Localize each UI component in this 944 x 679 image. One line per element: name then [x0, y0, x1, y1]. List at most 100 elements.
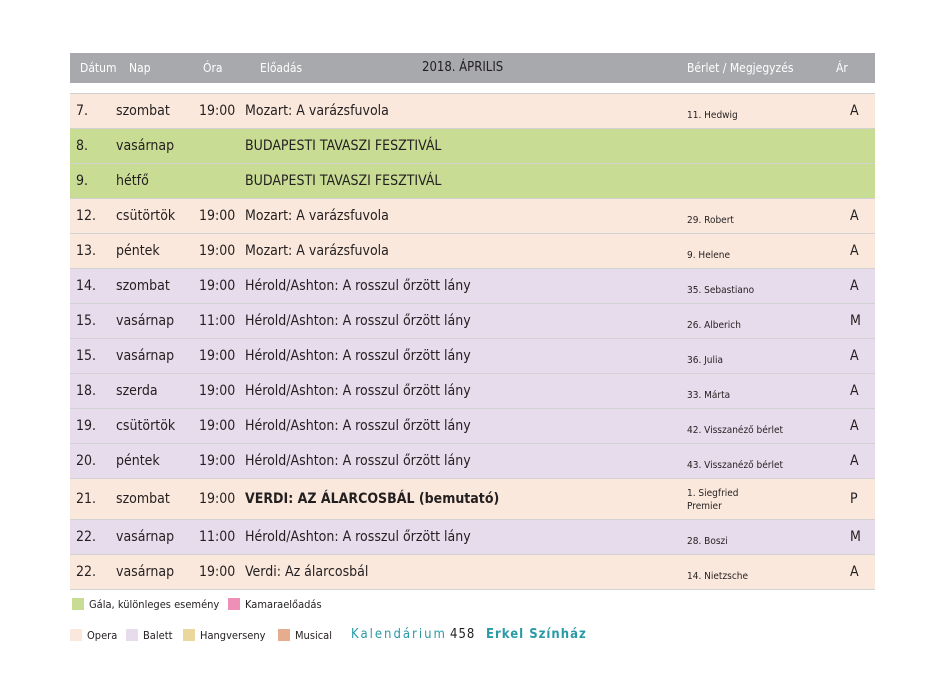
header-price: Ár — [836, 61, 848, 75]
cell-show: Hérold/Ashton: A rosszul őrzött lány — [245, 278, 471, 294]
cell-date: 12. — [76, 208, 97, 224]
cell-show: Hérold/Ashton: A rosszul őrzött lány — [245, 453, 471, 469]
cell-price: A — [850, 383, 859, 399]
cell-price: M — [850, 529, 861, 545]
cell-time: 19:00 — [199, 491, 236, 507]
cell-time: 11:00 — [199, 529, 236, 545]
cell-time: 19:00 — [199, 278, 236, 294]
cell-time: 19:00 — [199, 418, 236, 434]
cell-note: 29. Robert — [687, 214, 734, 227]
table-row: 14. szombat 19:00 Hérold/Ashton: A rosszul … — [70, 269, 875, 304]
table-row: 15. vasárnap 19:00 Hérold/Ashton: A rosszul… — [70, 339, 875, 374]
table-row: 20. péntek 19:00 Hérold/Ashton: A rosszul ő… — [70, 444, 875, 479]
cell-note-line: 9. Helene — [687, 250, 731, 261]
cell-show: Hérold/Ashton: A rosszul őrzött lány — [245, 348, 471, 364]
cell-note-line: 1. Siegfried — [687, 488, 739, 499]
header-month: 2018. ÁPRILIS — [422, 60, 504, 75]
cell-note: 26. Alberich — [687, 319, 741, 332]
table-row: 8. vasárnap BUDAPESTI TAVASZI FESZTIVÁL — [70, 129, 875, 164]
cell-note-line: 35. Sebastiano — [687, 285, 755, 296]
cell-day: szombat — [116, 103, 170, 119]
cell-price: P — [850, 491, 858, 507]
legend-balett-label: Balett — [143, 629, 173, 642]
legend-musical-label: Musical — [295, 629, 332, 642]
legend-balett-swatch — [126, 629, 138, 641]
cell-date: 21. — [76, 491, 97, 507]
cell-day: vasárnap — [116, 138, 175, 154]
cell-day: csütörtök — [116, 208, 176, 224]
cell-date: 14. — [76, 278, 97, 294]
cell-note: 28. Boszi — [687, 535, 728, 548]
cell-note: 36. Julia — [687, 354, 723, 367]
table-row: 22. vasárnap 11:00 Hérold/Ashton: A rosszul… — [70, 520, 875, 555]
cell-note: 9. Helene — [687, 249, 730, 262]
header-pass: Bérlet / Megjegyzés — [687, 61, 794, 75]
header-spacer — [70, 83, 875, 94]
legend-opera-label: Opera — [87, 629, 118, 642]
cell-show: BUDAPESTI TAVASZI FESZTIVÁL — [245, 138, 442, 154]
cell-note-line: 36. Julia — [687, 355, 724, 366]
cell-show: BUDAPESTI TAVASZI FESZTIVÁL — [245, 173, 442, 189]
table-row: 22. vasárnap 19:00 Verdi: Az álarcosbál A 14.… — [70, 555, 875, 590]
cell-date: 22. — [76, 564, 97, 580]
cell-time: 19:00 — [199, 103, 236, 119]
cell-date: 18. — [76, 383, 97, 399]
table-row: 7. szombat 19:00 Mozart: A varázsfuvola A 11.… — [70, 94, 875, 129]
cell-day: hétfő — [116, 173, 149, 189]
cell-date: 15. — [76, 313, 97, 329]
cell-note-line: 11. Hedwig — [687, 110, 738, 121]
table-row: 12. csütörtök 19:00 Mozart: A varázsfuvola A… — [70, 199, 875, 234]
cell-show: Hérold/Ashton: A rosszul őrzött lány — [245, 383, 471, 399]
page-number: 458 — [450, 627, 476, 642]
table-row: 21. szombat 19:00 VERDI: AZ ÁLARCOSBÁL (bem… — [70, 479, 875, 520]
cell-price: A — [850, 453, 859, 469]
cell-date: 19. — [76, 418, 97, 434]
cell-price: A — [850, 418, 859, 434]
cell-note: 14. Nietzsche — [687, 570, 748, 583]
footer-section-title: Kalendárium — [351, 627, 447, 642]
table-body: 7. szombat 19:00 Mozart: A varázsfuvola A 11.… — [70, 94, 875, 590]
cell-note-line: 42. Visszanéző bérlet — [687, 425, 784, 436]
cell-note-line: 28. Boszi — [687, 536, 728, 547]
legend-kamara-swatch — [228, 598, 240, 610]
header-show: Előadás — [260, 61, 303, 75]
cell-price: A — [850, 208, 859, 224]
header-day: Nap — [129, 61, 151, 75]
cell-show: Hérold/Ashton: A rosszul őrzött lány — [245, 529, 471, 545]
cell-day: vasárnap — [116, 564, 175, 580]
cell-note-line: Premier — [687, 501, 722, 512]
table-row: 9. hétfő BUDAPESTI TAVASZI FESZTIVÁL — [70, 164, 875, 199]
schedule-table: Dátum Nap Óra Előadás 2018. ÁPRILIS Bérl… — [70, 53, 875, 590]
legend-hangverseny-label: Hangverseny — [200, 629, 266, 642]
cell-time: 11:00 — [199, 313, 236, 329]
cell-time: 19:00 — [199, 383, 236, 399]
cell-day: vasárnap — [116, 529, 175, 545]
cell-date: 7. — [76, 103, 89, 119]
cell-show: Mozart: A varázsfuvola — [245, 103, 389, 119]
cell-note: 1. Siegfried Premier — [687, 487, 739, 513]
cell-day: péntek — [116, 453, 160, 469]
cell-show: Hérold/Ashton: A rosszul őrzött lány — [245, 313, 471, 329]
cell-note-line: 33. Márta — [687, 390, 731, 401]
cell-show: Mozart: A varázsfuvola — [245, 208, 389, 224]
cell-day: szombat — [116, 278, 170, 294]
cell-note-line: 14. Nietzsche — [687, 571, 749, 582]
legend-kamara-label: Kamaraelőadás — [245, 598, 322, 611]
legend-opera-swatch — [70, 629, 82, 641]
cell-date: 15. — [76, 348, 97, 364]
cell-note: 42. Visszanéző bérlet — [687, 424, 783, 437]
legend-gala-label: Gála, különleges esemény — [89, 598, 220, 611]
cell-price: A — [850, 348, 859, 364]
cell-note: 11. Hedwig — [687, 109, 738, 122]
cell-price: A — [850, 278, 859, 294]
cell-day: szombat — [116, 491, 170, 507]
cell-date: 22. — [76, 529, 97, 545]
cell-price: A — [850, 103, 859, 119]
cell-date: 9. — [76, 173, 89, 189]
cell-price: M — [850, 313, 861, 329]
table-header: Dátum Nap Óra Előadás 2018. ÁPRILIS Bérl… — [70, 53, 875, 83]
cell-day: szerda — [116, 383, 158, 399]
cell-price: A — [850, 243, 859, 259]
cell-show: VERDI: AZ ÁLARCOSBÁL (bemutató) — [245, 491, 500, 507]
cell-show: Mozart: A varázsfuvola — [245, 243, 389, 259]
